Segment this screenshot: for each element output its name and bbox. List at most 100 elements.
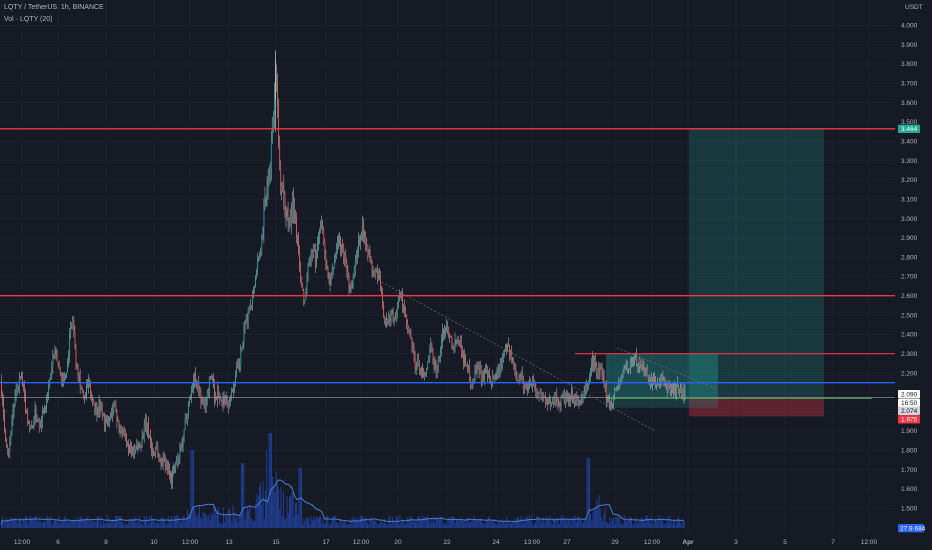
candle-body — [503, 350, 505, 352]
candle-body — [167, 463, 169, 472]
volume-bar — [41, 523, 43, 528]
grid — [0, 0, 895, 533]
volume-bar — [548, 519, 550, 528]
candle-body — [362, 223, 364, 235]
candle-body — [577, 398, 579, 406]
volume-bar — [615, 516, 617, 528]
volume-bar — [122, 522, 124, 528]
candle-body — [665, 382, 667, 385]
volume-bar — [133, 518, 134, 528]
volume-bar — [65, 519, 67, 528]
volume-bar — [454, 522, 456, 528]
volume-bar — [64, 515, 66, 528]
volume-bar — [331, 522, 332, 528]
price-axis[interactable]: USDT 4.000 3.900 3.800 3.700 3.600 3.500 3.400 3… — [901, 4, 923, 512]
candle-body — [290, 215, 292, 223]
long-position-loss-zone — [689, 397, 824, 417]
volume-bar — [291, 491, 293, 528]
candle-body — [144, 420, 146, 426]
volume-bar — [471, 518, 473, 528]
volume-bar — [304, 520, 306, 528]
volume-bar — [623, 515, 625, 528]
volume-bar — [137, 521, 139, 528]
candle-body — [314, 250, 316, 267]
candle-body — [459, 338, 461, 344]
candle-body — [569, 400, 570, 402]
volume-bar — [62, 521, 64, 528]
candle-body — [661, 376, 663, 381]
candle-body — [544, 397, 546, 405]
time-axis[interactable]: 12:00 6 8 10 12:00 13 15 17 12:00 20 22 24 13:00 27 29… — [14, 539, 878, 546]
candle-body — [203, 402, 205, 405]
candle-body — [427, 361, 429, 369]
candle-body — [684, 389, 686, 400]
candle-body — [464, 355, 465, 363]
volume-bar — [590, 513, 592, 528]
trendline-dashed — [377, 280, 656, 432]
candle-body — [395, 312, 397, 319]
volume-bar — [153, 518, 155, 528]
candle-body — [220, 398, 222, 402]
volume-bar — [221, 524, 223, 528]
volume-bar — [101, 524, 103, 528]
candle-body — [511, 350, 513, 363]
volume-bar — [113, 523, 115, 528]
candle-body — [680, 389, 682, 392]
volume-bar — [539, 519, 541, 528]
candle-body — [312, 246, 314, 256]
candle-body — [591, 364, 592, 371]
candle-body — [552, 403, 554, 404]
volume-bar — [255, 502, 257, 528]
volume-bar — [423, 516, 425, 528]
volume-bar — [645, 515, 647, 528]
candle-body — [434, 361, 436, 367]
candle-body — [97, 410, 99, 415]
volume-bar — [159, 524, 161, 528]
candle-body — [396, 308, 398, 313]
volume-bar — [625, 520, 626, 528]
volume-bar — [196, 516, 198, 528]
volume-bar — [595, 510, 596, 528]
candle-body — [555, 393, 557, 403]
volume-bar — [531, 515, 533, 528]
candle-body — [536, 390, 538, 393]
candle-body — [80, 387, 82, 389]
candle-body — [117, 421, 119, 422]
volume-bar — [410, 516, 412, 528]
volume-bar — [664, 523, 666, 528]
candle-body — [681, 389, 683, 395]
volume-bar — [185, 517, 187, 528]
candle-body — [329, 277, 331, 285]
volume-bar — [237, 522, 239, 528]
candle-body — [393, 318, 395, 321]
volume-bar — [7, 519, 8, 528]
drawn-lines[interactable] — [0, 128, 895, 432]
volume-bar — [175, 516, 176, 528]
volume-bar — [447, 519, 449, 528]
volume-bar — [421, 520, 422, 528]
volume-bar — [217, 510, 218, 528]
candle-body — [179, 446, 181, 460]
candle-body — [537, 392, 539, 395]
volume-bar — [76, 522, 78, 528]
volume-bar — [400, 522, 402, 528]
volume-bar — [13, 518, 14, 528]
candle-body — [677, 383, 679, 387]
candle-body — [671, 389, 673, 391]
candle-body — [447, 326, 449, 329]
volume-bar — [164, 520, 166, 528]
candle-body — [599, 368, 601, 377]
candle-body — [14, 396, 16, 406]
volume-bar — [370, 518, 372, 528]
candle-body — [258, 258, 260, 260]
volume-bar — [535, 521, 536, 528]
candle-body — [29, 423, 31, 427]
volume-bar — [193, 450, 194, 528]
volume-bar — [445, 523, 446, 528]
candle-body — [478, 364, 480, 374]
volume-bar — [428, 518, 430, 528]
volume-bar — [446, 524, 448, 528]
candle-body — [130, 446, 131, 448]
volume-bar — [367, 523, 368, 528]
